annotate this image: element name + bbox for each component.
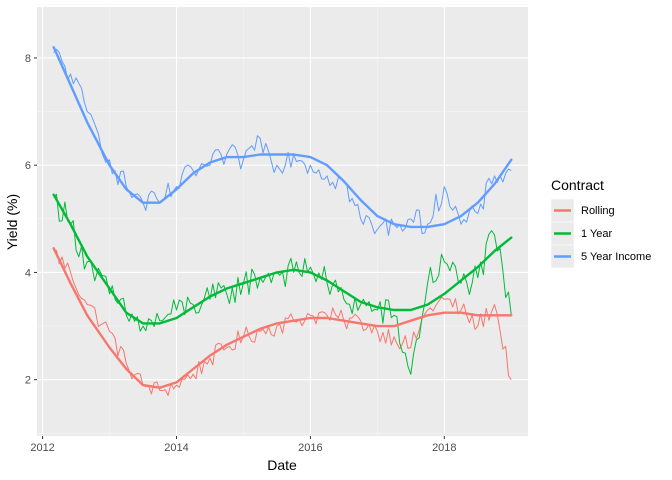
x-tick-label: 2014 [164, 442, 188, 454]
minor-gridlines [37, 4, 528, 436]
x-tick-label: 2018 [432, 442, 456, 454]
y-tick-label: 6 [25, 160, 31, 172]
plot-panel [37, 7, 528, 436]
y-tick-label: 2 [25, 375, 31, 387]
legend: Contract Rolling 1 Year 5 Year Income [550, 177, 651, 269]
smooth-trend-line [52, 193, 513, 325]
legend-label: Rolling [581, 205, 615, 217]
x-tick-label: 2016 [298, 442, 322, 454]
smooth-trend-line [52, 247, 513, 389]
legend-label: 5 Year Income [581, 251, 651, 263]
x-tick-label: 2012 [30, 442, 54, 454]
series-line [53, 193, 512, 375]
y-axis-title: Yield (%) [4, 194, 20, 250]
smooth-trend-line [52, 46, 513, 229]
x-axis-title: Date [267, 457, 297, 473]
legend-label: 1 Year [581, 228, 613, 240]
legend-title: Contract [551, 177, 604, 193]
x-axis: 2012 2014 2016 2018 [30, 436, 457, 454]
series-line [53, 249, 512, 396]
y-axis: 2 4 6 8 [25, 53, 37, 387]
y-tick-label: 4 [25, 267, 31, 279]
y-tick-label: 8 [25, 53, 31, 65]
smooth-layer [52, 46, 513, 389]
